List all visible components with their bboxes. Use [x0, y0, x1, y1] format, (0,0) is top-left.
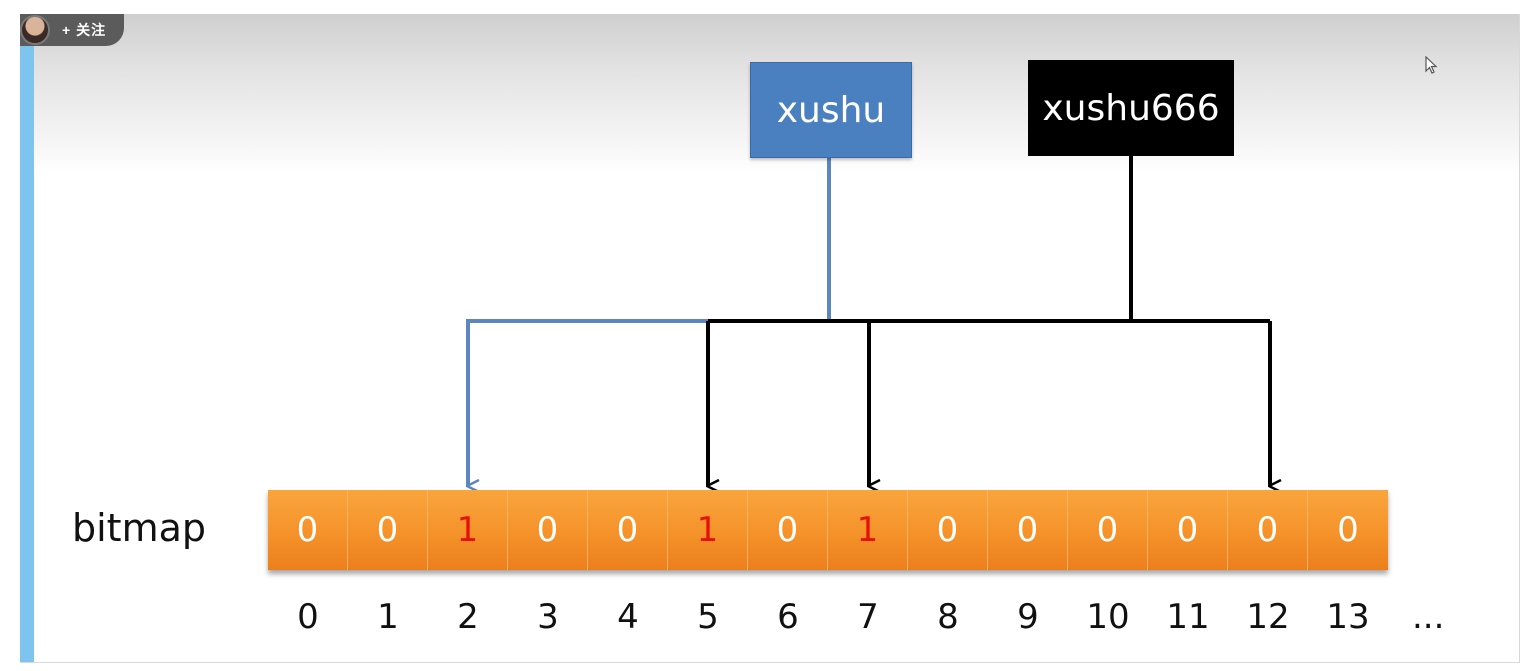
bitmap-indices: 0 1 2 3 4 5 6 7 8 9 10 11 12 13	[268, 597, 1388, 637]
bit-cell-7: 1	[828, 490, 908, 570]
bit-cell-13: 0	[1308, 490, 1388, 570]
bitmap-cells: 0 0 1 0 0 1 0 1 0 0 0 0 0 0	[268, 490, 1388, 570]
hash-arrows	[466, 156, 1519, 662]
bit-cell-12: 0	[1228, 490, 1308, 570]
bit-cell-8: 0	[908, 490, 988, 570]
follow-button[interactable]: + 关注	[20, 14, 124, 46]
bit-cell-6: 0	[748, 490, 828, 570]
slide-frame: + 关注 xushu xushu666 bitmap 0 0 1 0 0 1 0	[20, 14, 1520, 663]
avatar	[20, 15, 50, 45]
bit-cell-10: 0	[1068, 490, 1148, 570]
bit-index-8: 8	[937, 597, 959, 637]
bit-index-0: 0	[297, 597, 319, 637]
bit-cell-11: 0	[1148, 490, 1228, 570]
bit-index-2: 2	[457, 597, 479, 637]
bit-index-4: 4	[617, 597, 639, 637]
bit-index-5: 5	[697, 597, 719, 637]
key-xushu: xushu	[750, 62, 912, 158]
bit-cell-9: 0	[988, 490, 1068, 570]
bit-index-11: 11	[1166, 597, 1210, 637]
bit-index-9: 9	[1017, 597, 1039, 637]
bit-index-7: 7	[857, 597, 879, 637]
bit-index-13: 13	[1326, 597, 1370, 637]
bit-index-1: 1	[377, 597, 399, 637]
follow-label: + 关注	[62, 22, 107, 38]
left-accent-bar	[20, 14, 34, 662]
bit-index-10: 10	[1086, 597, 1130, 637]
bitmap-label: bitmap	[72, 506, 207, 550]
bit-cell-2: 1	[428, 490, 508, 570]
bit-index-6: 6	[777, 597, 799, 637]
more-indicator: ...	[1412, 597, 1445, 637]
bit-cell-3: 0	[508, 490, 588, 570]
mouse-cursor-icon	[1425, 56, 1438, 74]
bit-cell-5: 1	[668, 490, 748, 570]
xushu-hash-line	[466, 156, 831, 486]
bit-index-12: 12	[1246, 597, 1290, 637]
bit-index-3: 3	[537, 597, 559, 637]
bit-cell-0: 0	[268, 490, 348, 570]
key-xushu666: xushu666	[1028, 60, 1234, 156]
bit-cell-4: 0	[588, 490, 668, 570]
bit-cell-1: 0	[348, 490, 428, 570]
